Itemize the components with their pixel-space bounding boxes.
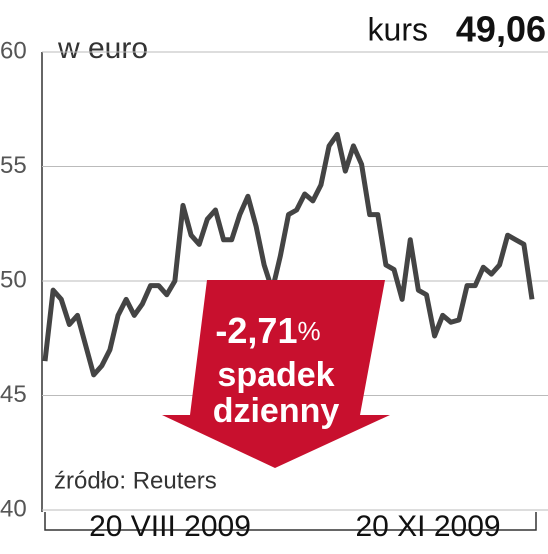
source: źródło: Reuters bbox=[54, 467, 217, 494]
x-axis bbox=[44, 512, 537, 531]
change-unit: % bbox=[297, 316, 320, 346]
y-tick-label: 55 bbox=[0, 152, 27, 179]
price-line bbox=[42, 131, 535, 378]
y-tick-label: 40 bbox=[0, 495, 27, 522]
unit-label: w euro bbox=[57, 32, 148, 65]
x-label: 20 XI 2009 bbox=[355, 510, 500, 543]
y-tick-label: 50 bbox=[0, 266, 27, 293]
y-tick-label: 60 bbox=[0, 37, 27, 64]
x-label: 20 VIII 2009 bbox=[89, 510, 251, 543]
down-arrow bbox=[162, 280, 390, 468]
annotation-line1: spadek bbox=[217, 356, 334, 394]
headline-label: kurs bbox=[368, 11, 428, 47]
annotation-change: -2,71% bbox=[215, 310, 320, 351]
y-tick-label: 45 bbox=[0, 381, 27, 408]
headline-value: 49,06 bbox=[456, 9, 546, 50]
change-value: -2,71 bbox=[215, 310, 297, 351]
annotation-line2: dzienny bbox=[213, 392, 340, 430]
